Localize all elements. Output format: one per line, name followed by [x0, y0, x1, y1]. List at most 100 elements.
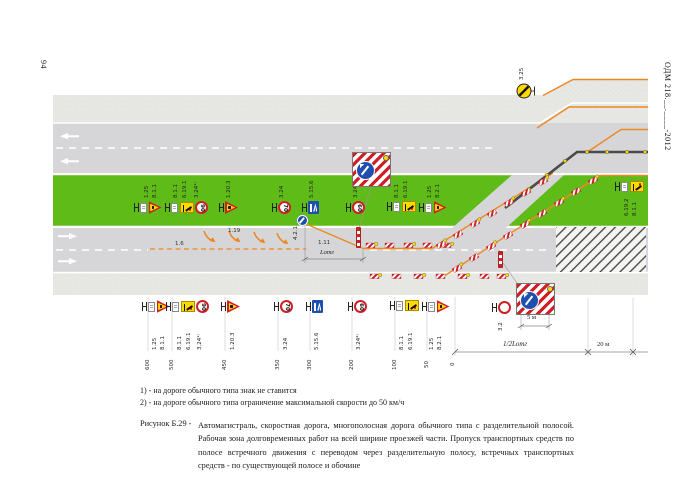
sign-label: 1.25 — [429, 337, 435, 350]
speed-value: 90 — [198, 203, 205, 212]
speed-limit-sign-icon: 70 — [278, 201, 291, 214]
sign-label: 3.24¹⁾ — [197, 334, 203, 350]
figure-caption-text: Автомагистраль, скоростная дорога, много… — [198, 421, 574, 470]
sign-post-icon — [165, 203, 170, 212]
median-sign-group: 90 — [165, 201, 208, 214]
median-sign-group — [134, 201, 162, 214]
work-zone-dot-icon — [188, 208, 192, 211]
sign-post-icon — [492, 303, 497, 312]
distance-tick: 100 — [392, 359, 398, 371]
sign-label: 1.25 — [427, 185, 433, 198]
legend-sign-group: 90 — [166, 300, 209, 313]
sign-label: 6.19.1 — [182, 180, 188, 199]
dim-5m-label: 5 м — [527, 314, 536, 321]
roadworks-sign-icon — [433, 201, 447, 214]
median-sign-group — [219, 201, 238, 214]
distance-tick: 50 — [424, 361, 430, 368]
sign-post-icon — [302, 203, 307, 212]
sign-post-icon — [221, 302, 226, 311]
footnote-2: 2) - на дороге обычного типа ограничение… — [140, 398, 405, 407]
sign-label: 8.1.1 — [152, 184, 158, 198]
sign-post-icon — [387, 202, 392, 211]
marking-label: 1.11 — [318, 240, 331, 246]
road-narrows-sign-icon — [227, 300, 240, 313]
legend-sign-group — [221, 300, 240, 313]
footnote-1: 1) - на дороге обычного типа знак не ста… — [140, 386, 297, 395]
page-number: 94 — [39, 60, 48, 69]
work-zone-dot-icon — [410, 207, 414, 210]
warning-lamp-icon — [546, 285, 553, 292]
distance-tick: 500 — [169, 359, 175, 371]
legend-sign-group: 60 — [348, 300, 367, 313]
sign-post-icon — [274, 302, 279, 311]
marking-label: 1.6 — [175, 241, 184, 247]
sign-post-icon — [346, 203, 351, 212]
roadworks-sign-icon — [148, 201, 162, 214]
legend-sign-group — [492, 301, 511, 314]
sign-post-icon — [615, 182, 620, 191]
plate-8-1-1-icon — [148, 301, 155, 312]
distance-tick: 200 — [349, 359, 355, 371]
sign-post-icon — [390, 301, 395, 310]
distance-tick: 450 — [222, 359, 228, 371]
document-header: ОДМ 218.__.____-2012 — [663, 62, 672, 151]
sign-post-icon — [348, 302, 353, 311]
no-entry-sign-icon — [498, 301, 511, 314]
white-markings — [53, 102, 648, 274]
speed-limit-sign-icon: 70 — [280, 300, 293, 313]
sign-label: 3.24 — [279, 185, 285, 198]
distance-tick: 350 — [275, 359, 281, 371]
sign-post-icon — [219, 203, 224, 212]
sign-label: 8.1.1 — [177, 336, 183, 350]
barrier-shield-callout — [516, 283, 555, 315]
sign-post-icon — [272, 203, 277, 212]
speed-value: 60 — [357, 302, 364, 311]
median-sign-group — [387, 201, 416, 212]
plate-8-1-1-icon — [621, 181, 628, 192]
plate-8-2-1-icon — [425, 202, 432, 213]
sign-label: 4.2.1 — [293, 226, 299, 240]
speed-limit-sign-icon: 90 — [195, 201, 208, 214]
shield-in-plan-icon — [498, 251, 503, 268]
sign-label: 3.25 — [519, 67, 525, 80]
speed-value: 70 — [281, 203, 288, 212]
sign-label: 8.2.1 — [437, 336, 443, 350]
sign-label: 6.19.1 — [403, 180, 409, 199]
sign-label: 8.1.1 — [160, 336, 166, 350]
end-of-lane-sign-icon — [308, 201, 319, 214]
plate-8-1-1-icon — [172, 301, 179, 312]
sign-label: 1.25 — [144, 185, 150, 198]
roadworks-sign-icon — [436, 300, 450, 313]
median-sign-group — [302, 201, 319, 214]
work-zone-hatch — [556, 227, 646, 272]
distance-tick: 0 — [450, 362, 456, 367]
legend-sign-group — [422, 300, 450, 313]
sign-label: 8.1.1 — [632, 202, 638, 216]
warning-lamp-icon — [382, 154, 389, 161]
plate-8-1-1-icon — [396, 300, 403, 311]
median-sign-group — [419, 201, 447, 214]
median-sign-group: 60 — [346, 201, 365, 214]
figure-caption-label: Рисунок Б.29 - — [140, 419, 192, 428]
sign-post-icon — [422, 302, 427, 311]
speed-value: 70 — [283, 302, 290, 311]
sign-label: 3.24²⁾ — [356, 334, 362, 350]
marking-label: 1.19 — [228, 228, 241, 234]
shield-in-plan-icon — [356, 227, 361, 248]
sign-label: 6.19.1 — [186, 332, 192, 351]
detour-scheme-sign-icon — [401, 201, 416, 212]
work-zone-dot-icon — [638, 183, 642, 186]
sign-label: 6.19.2 — [624, 198, 630, 217]
plate-8-1-1-icon — [393, 201, 400, 212]
sign-label: 8.1.1 — [173, 184, 179, 198]
sign-post-icon — [166, 302, 171, 311]
sign-label: 8.2.1 — [435, 184, 441, 198]
detour-scheme-sign-icon — [404, 300, 419, 311]
sign-label: 5.15.6 — [309, 180, 315, 199]
legend-sign-group — [390, 300, 419, 311]
sign-post-icon — [419, 203, 424, 212]
legend-sign-group — [306, 300, 323, 313]
detour-scheme-sign-icon — [629, 181, 644, 192]
barrier-shield-callout — [352, 152, 391, 187]
